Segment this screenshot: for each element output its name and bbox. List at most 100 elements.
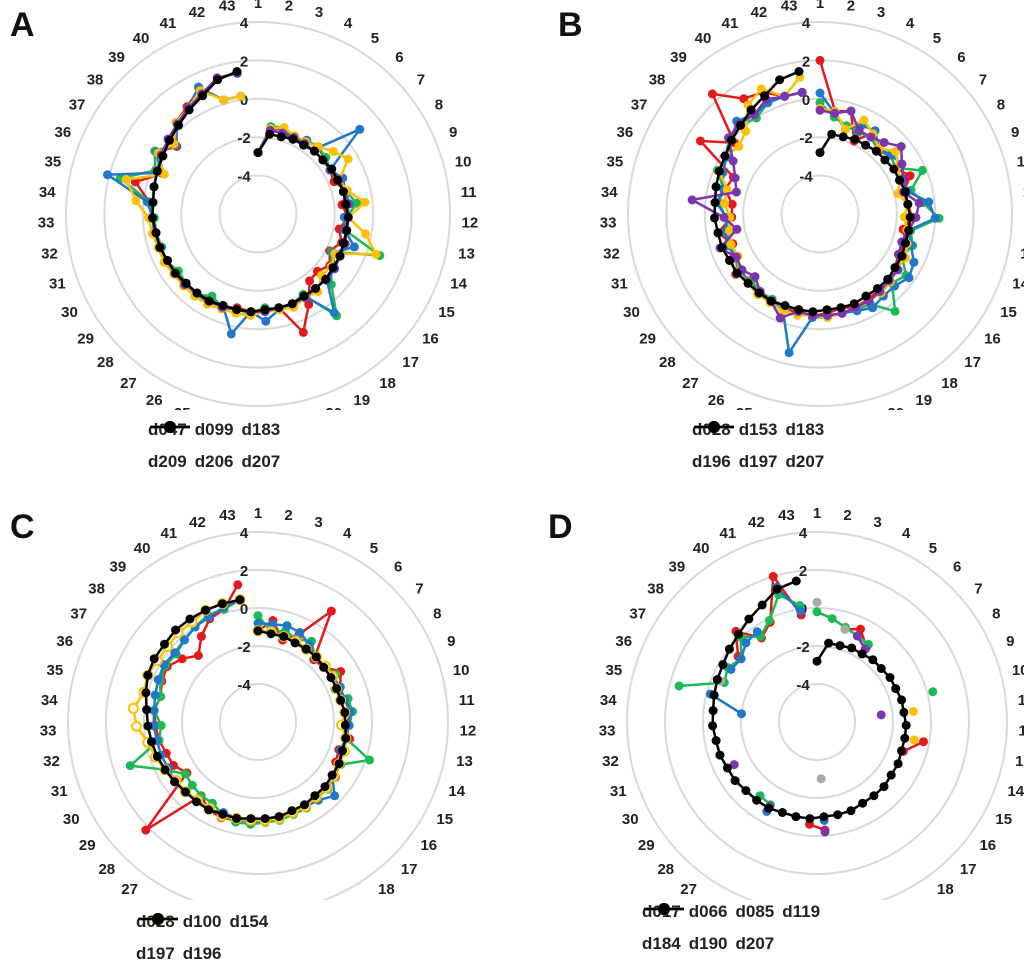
series-point-d190: [816, 774, 826, 784]
grid-circle: [103, 59, 413, 369]
series-point-d196: [724, 226, 734, 236]
series-point-d207: [897, 251, 907, 261]
series-point-d207: [152, 166, 162, 176]
category-label: 32: [43, 753, 60, 770]
series-point-d207: [757, 600, 767, 610]
series-point-d207: [833, 810, 843, 820]
grid-circle: [664, 569, 970, 875]
series-point-d085: [726, 665, 736, 674]
series-point-d207: [260, 305, 270, 315]
series-point-d207: [299, 291, 309, 301]
radar-chart-c: -4-2024123456789101112131415161718192021…: [40, 505, 476, 900]
series-point-d190: [812, 597, 822, 607]
series-point-d196: [218, 809, 228, 819]
legend-item-d119: d119: [644, 902, 821, 922]
category-label: 42: [751, 4, 768, 21]
category-label: 28: [97, 354, 114, 371]
series-point-d085: [741, 638, 751, 648]
radar-chart-d: -4-2024123456789101112131415161718192021…: [599, 505, 1024, 900]
series-point-d207: [760, 91, 770, 101]
category-label: 3: [314, 514, 322, 531]
series-point-d197: [732, 224, 742, 234]
series-point-d196: [311, 652, 321, 662]
category-label: 41: [160, 15, 177, 32]
series-point-d207: [736, 120, 746, 130]
series-point-d197: [750, 272, 760, 282]
category-label: 17: [401, 861, 418, 878]
legend-label: d119: [782, 902, 821, 921]
series-point-d207: [276, 132, 286, 142]
grid-circle: [143, 607, 373, 837]
series-point-d197: [846, 106, 856, 116]
category-label: 16: [984, 330, 1001, 347]
panel-label-c: C: [10, 508, 35, 546]
legend-swatch-marker: [708, 421, 720, 433]
category-label: 34: [601, 184, 618, 201]
series-point-d196: [171, 625, 181, 635]
series-point-d207: [730, 776, 740, 786]
category-label: 40: [695, 30, 712, 47]
series-point-d196: [142, 705, 152, 715]
category-label: 1: [816, 0, 824, 12]
series-point-d207: [858, 798, 868, 808]
series-point-d197: [127, 702, 139, 714]
series-point-d207: [327, 164, 337, 174]
category-label: 20: [325, 405, 342, 410]
series-point-d196: [147, 737, 156, 747]
series-point-d197: [854, 126, 864, 136]
category-label: 3: [315, 4, 323, 21]
series-point-d207: [709, 690, 719, 700]
series-point-d184: [729, 760, 739, 770]
series-point-d207: [901, 720, 911, 730]
category-label: 16: [420, 837, 437, 854]
legend-row-break: [642, 922, 1022, 934]
category-label: 31: [610, 783, 627, 800]
series-point-d207: [876, 664, 886, 673]
category-label: 39: [669, 559, 686, 576]
series-point-d154: [150, 690, 160, 700]
legend-label: d197: [136, 944, 175, 963]
series-point-d196: [336, 695, 346, 705]
series-point-d207: [718, 660, 728, 670]
series-point-d017: [919, 737, 928, 747]
legend-swatch-marker: [152, 913, 164, 925]
series-point-d085: [796, 606, 806, 616]
series-point-d196: [334, 759, 344, 769]
series-point-d207: [861, 140, 871, 150]
series-point-d207: [885, 673, 895, 682]
radial-tick-label: -4: [237, 169, 251, 186]
category-label: 27: [120, 375, 137, 392]
series-point-d207: [218, 301, 228, 310]
grid-circle: [141, 97, 375, 331]
series-point-d196: [143, 670, 153, 680]
legend-label: d183: [785, 420, 825, 439]
series-point-d207: [791, 812, 801, 822]
category-label: 11: [461, 184, 477, 201]
series-point-d028: [815, 55, 825, 65]
series-point-d207: [861, 291, 871, 301]
series-point-d207: [775, 75, 785, 85]
series-point-d197: [830, 108, 840, 118]
category-label: 29: [639, 330, 656, 347]
category-label: 37: [629, 606, 646, 623]
radial-tick-label: 4: [799, 525, 808, 542]
series-point-d047: [305, 276, 315, 286]
series-point-d207: [808, 307, 818, 317]
series-point-d207: [899, 707, 909, 717]
series-line-d183: [106, 85, 362, 336]
category-label: 4: [343, 525, 352, 542]
series-point-d207: [708, 721, 718, 731]
category-label: 25: [174, 405, 191, 410]
category-label: 6: [957, 49, 965, 66]
category-label: 35: [607, 153, 624, 170]
series-point-d207: [711, 182, 721, 192]
series-point-d207: [708, 706, 718, 716]
category-label: 29: [79, 837, 96, 854]
legend-item-d184: d184: [642, 903, 684, 954]
series-point-d196: [741, 126, 751, 136]
series-point-d047: [298, 327, 308, 337]
legend-swatch: [138, 913, 178, 925]
series-point-d207: [342, 225, 352, 235]
category-label: 16: [979, 837, 996, 854]
category-label: 36: [56, 633, 73, 650]
